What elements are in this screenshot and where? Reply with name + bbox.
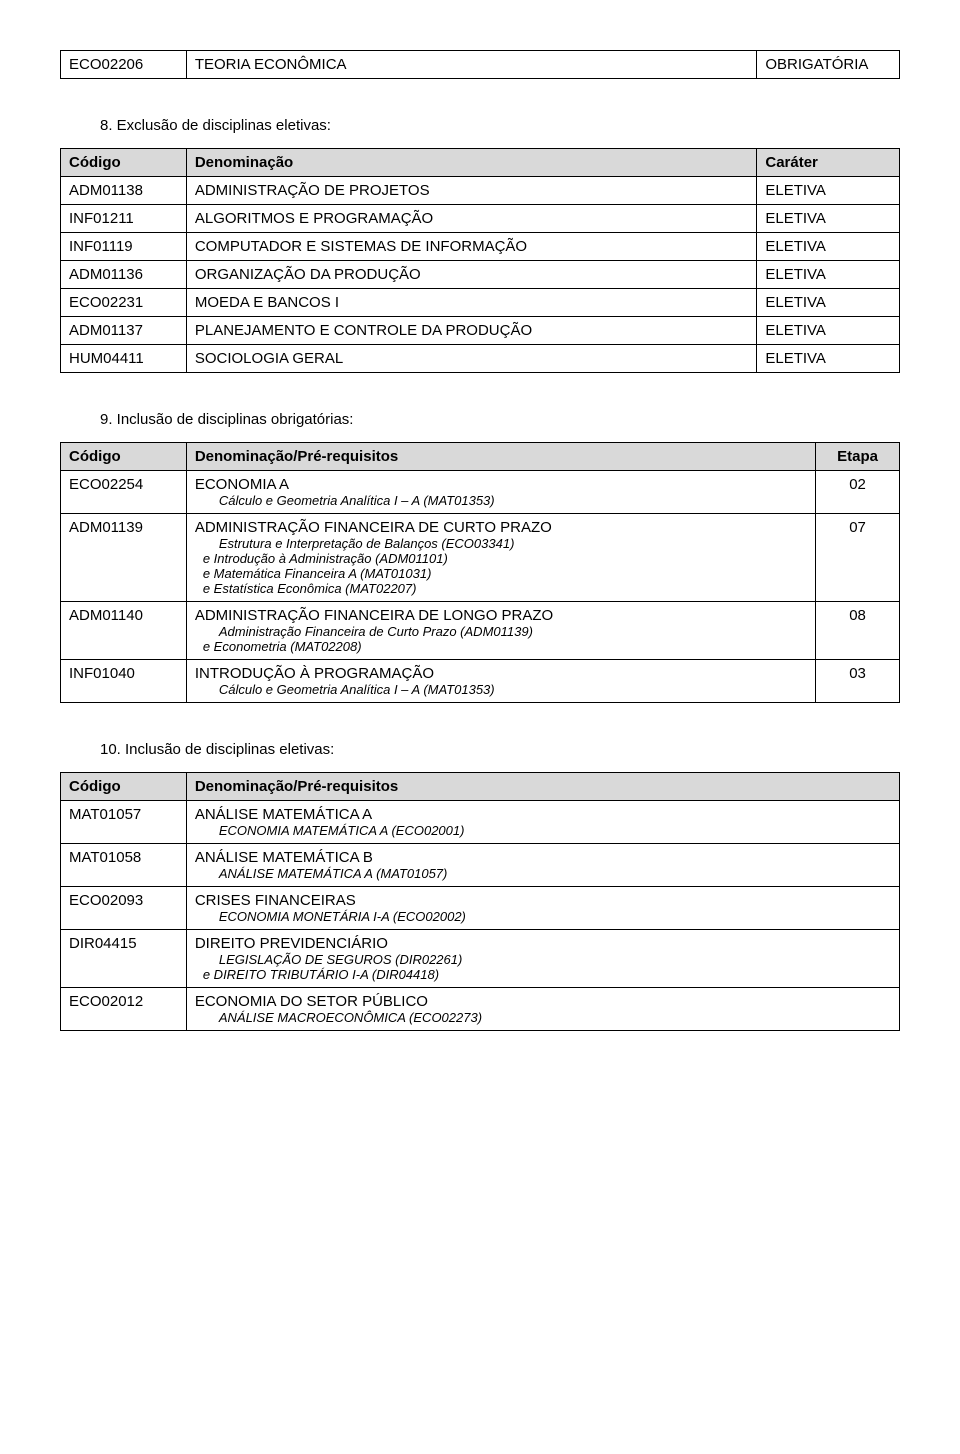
section-8-table: Código Denominação Caráter ADM01138ADMIN… (60, 148, 900, 373)
prereq-line: Cálculo e Geometria Analítica I – A (MAT… (195, 682, 807, 697)
section-9-table: Código Denominação/Pré-requisitos Etapa … (60, 442, 900, 703)
cell-name: SOCIOLOGIA GERAL (186, 345, 757, 373)
cell-code: ECO02093 (61, 887, 187, 930)
cell-code: ADM01138 (61, 177, 187, 205)
header-carater: Caráter (757, 149, 900, 177)
header-codigo: Código (61, 773, 187, 801)
prereq-line: e DIREITO TRIBUTÁRIO I-A (DIR04418) (195, 967, 891, 982)
header-etapa: Etapa (816, 443, 900, 471)
cell-code: ECO02231 (61, 289, 187, 317)
cell-code: INF01211 (61, 205, 187, 233)
prereq-line: LEGISLAÇÃO DE SEGUROS (DIR02261) (195, 952, 891, 967)
cell-carater: ELETIVA (757, 289, 900, 317)
prereq-line: e Econometria (MAT02208) (195, 639, 807, 654)
cell-etapa: 03 (816, 660, 900, 703)
table-row: DIR04415DIREITO PREVIDENCIÁRIOLEGISLAÇÃO… (61, 930, 900, 988)
header-denominacao: Denominação (186, 149, 757, 177)
cell-etapa: 07 (816, 514, 900, 602)
header-codigo: Código (61, 149, 187, 177)
cell-name: ALGORITMOS E PROGRAMAÇÃO (186, 205, 757, 233)
cell-name: ORGANIZAÇÃO DA PRODUÇÃO (186, 261, 757, 289)
header-codigo: Código (61, 443, 187, 471)
cell-code: MAT01057 (61, 801, 187, 844)
table-header-row: Código Denominação/Pré-requisitos (61, 773, 900, 801)
table-row: INF01211ALGORITMOS E PROGRAMAÇÃOELETIVA (61, 205, 900, 233)
prereq-line: e Introdução à Administração (ADM01101) (195, 551, 807, 566)
cell-code: ADM01140 (61, 602, 187, 660)
cell-carater: ELETIVA (757, 205, 900, 233)
table-header-row: Código Denominação/Pré-requisitos Etapa (61, 443, 900, 471)
cell-name: ADMINISTRAÇÃO FINANCEIRA DE LONGO PRAZOA… (186, 602, 815, 660)
cell-name: CRISES FINANCEIRASECONOMIA MONETÁRIA I-A… (186, 887, 899, 930)
cell-code: HUM04411 (61, 345, 187, 373)
table-row: ADM01137PLANEJAMENTO E CONTROLE DA PRODU… (61, 317, 900, 345)
cell-name: DIREITO PREVIDENCIÁRIOLEGISLAÇÃO DE SEGU… (186, 930, 899, 988)
header-denominacao: Denominação/Pré-requisitos (186, 443, 815, 471)
cell-carater: ELETIVA (757, 345, 900, 373)
cell-carater: OBRIGATÓRIA (757, 51, 900, 79)
table-row: ECO02206 TEORIA ECONÔMICA OBRIGATÓRIA (61, 51, 900, 79)
table-row: ADM01140ADMINISTRAÇÃO FINANCEIRA DE LONG… (61, 602, 900, 660)
header-denominacao: Denominação/Pré-requisitos (186, 773, 899, 801)
cell-code: DIR04415 (61, 930, 187, 988)
cell-name: PLANEJAMENTO E CONTROLE DA PRODUÇÃO (186, 317, 757, 345)
table-row: MAT01058ANÁLISE MATEMÁTICA BANÁLISE MATE… (61, 844, 900, 887)
cell-name: ECONOMIA ACálculo e Geometria Analítica … (186, 471, 815, 514)
cell-name: COMPUTADOR E SISTEMAS DE INFORMAÇÃO (186, 233, 757, 261)
section-10-table: Código Denominação/Pré-requisitos MAT010… (60, 772, 900, 1031)
cell-code: ADM01137 (61, 317, 187, 345)
table-row: ADM01136ORGANIZAÇÃO DA PRODUÇÃOELETIVA (61, 261, 900, 289)
table-row: ECO02231MOEDA E BANCOS IELETIVA (61, 289, 900, 317)
prereq-line: e Estatística Econômica (MAT02207) (195, 581, 807, 596)
table-row: INF01040INTRODUÇÃO À PROGRAMAÇÃOCálculo … (61, 660, 900, 703)
prereq-line: Estrutura e Interpretação de Balanços (E… (195, 536, 807, 551)
cell-code: INF01040 (61, 660, 187, 703)
table-row: ADM01139ADMINISTRAÇÃO FINANCEIRA DE CURT… (61, 514, 900, 602)
cell-name: ANÁLISE MATEMÁTICA BANÁLISE MATEMÁTICA A… (186, 844, 899, 887)
section-8-heading: 8. Exclusão de disciplinas eletivas: (100, 117, 900, 134)
prereq-line: ANÁLISE MATEMÁTICA A (MAT01057) (195, 866, 891, 881)
table-row: ECO02093CRISES FINANCEIRASECONOMIA MONET… (61, 887, 900, 930)
table-row: MAT01057ANÁLISE MATEMÁTICA AECONOMIA MAT… (61, 801, 900, 844)
cell-name: ANÁLISE MATEMÁTICA AECONOMIA MATEMÁTICA … (186, 801, 899, 844)
cell-name: TEORIA ECONÔMICA (186, 51, 757, 79)
cell-name: ECONOMIA DO SETOR PÚBLICOANÁLISE MACROEC… (186, 988, 899, 1031)
cell-code: INF01119 (61, 233, 187, 261)
table-row: ECO02254ECONOMIA ACálculo e Geometria An… (61, 471, 900, 514)
top-table: ECO02206 TEORIA ECONÔMICA OBRIGATÓRIA (60, 50, 900, 79)
prereq-line: ECONOMIA MONETÁRIA I-A (ECO02002) (195, 909, 891, 924)
table-header-row: Código Denominação Caráter (61, 149, 900, 177)
cell-etapa: 08 (816, 602, 900, 660)
cell-code: MAT01058 (61, 844, 187, 887)
cell-name: ADMINISTRAÇÃO DE PROJETOS (186, 177, 757, 205)
prereq-line: e Matemática Financeira A (MAT01031) (195, 566, 807, 581)
cell-carater: ELETIVA (757, 233, 900, 261)
cell-code: ADM01136 (61, 261, 187, 289)
prereq-line: Administração Financeira de Curto Prazo … (195, 624, 807, 639)
cell-carater: ELETIVA (757, 177, 900, 205)
section-9-heading: 9. Inclusão de disciplinas obrigatórias: (100, 411, 900, 428)
cell-carater: ELETIVA (757, 261, 900, 289)
cell-code: ECO02254 (61, 471, 187, 514)
cell-carater: ELETIVA (757, 317, 900, 345)
cell-name: INTRODUÇÃO À PROGRAMAÇÃOCálculo e Geomet… (186, 660, 815, 703)
cell-name: ADMINISTRAÇÃO FINANCEIRA DE CURTO PRAZOE… (186, 514, 815, 602)
cell-code: ECO02012 (61, 988, 187, 1031)
cell-etapa: 02 (816, 471, 900, 514)
prereq-line: ANÁLISE MACROECONÔMICA (ECO02273) (195, 1010, 891, 1025)
table-row: ADM01138ADMINISTRAÇÃO DE PROJETOSELETIVA (61, 177, 900, 205)
section-10-heading: 10. Inclusão de disciplinas eletivas: (100, 741, 900, 758)
prereq-line: Cálculo e Geometria Analítica I – A (MAT… (195, 493, 807, 508)
table-row: INF01119COMPUTADOR E SISTEMAS DE INFORMA… (61, 233, 900, 261)
cell-code: ECO02206 (61, 51, 187, 79)
table-row: HUM04411SOCIOLOGIA GERALELETIVA (61, 345, 900, 373)
cell-code: ADM01139 (61, 514, 187, 602)
table-row: ECO02012ECONOMIA DO SETOR PÚBLICOANÁLISE… (61, 988, 900, 1031)
prereq-line: ECONOMIA MATEMÁTICA A (ECO02001) (195, 823, 891, 838)
cell-name: MOEDA E BANCOS I (186, 289, 757, 317)
